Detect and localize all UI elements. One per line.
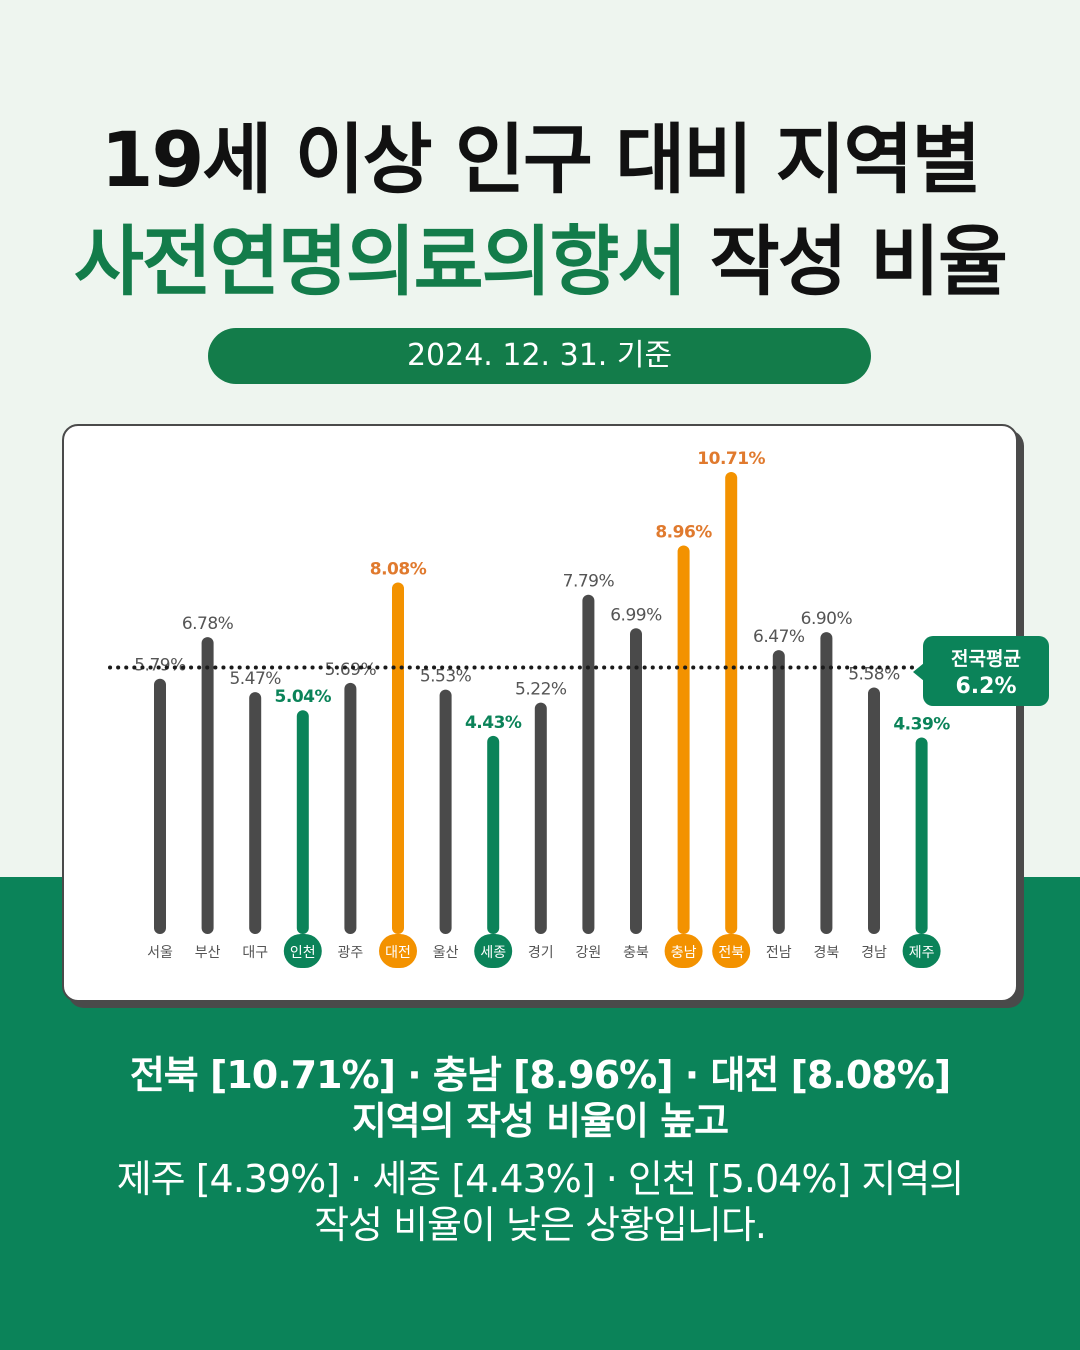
value-label-대구: 5.47% bbox=[229, 669, 281, 689]
value-label-서울: 5.79% bbox=[134, 656, 186, 676]
date-badge: 2024. 12. 31. 기준 bbox=[208, 328, 871, 384]
category-label-전남: 전남 bbox=[766, 945, 792, 961]
category-pill-인천 bbox=[283, 934, 322, 968]
value-label-충남: 8.96% bbox=[655, 523, 712, 543]
bar-chart: 5.79% 서울 6.78% 부산 5.47% 대구 5.04% 인천 5.69% 광주 8.08%… bbox=[108, 449, 951, 968]
summary-low-line1: 제주 [4.39%] · 세종 [4.43%] · 인천 [5.04%] 지역의 bbox=[116, 1157, 965, 1201]
value-label-제주: 4.39% bbox=[893, 715, 950, 735]
average-badge-value: 6.2% bbox=[955, 674, 1017, 699]
average-badge-pointer bbox=[913, 663, 924, 681]
title-rest: 작성 비율 bbox=[685, 217, 1008, 306]
value-label-부산: 6.78% bbox=[182, 614, 234, 634]
category-label-전북: 전북 bbox=[718, 945, 744, 961]
summary-high-line2: 지역의 작성 비율이 높고 bbox=[351, 1099, 729, 1143]
value-label-전북: 10.71% bbox=[697, 449, 765, 469]
category-label-광주: 광주 bbox=[338, 945, 364, 961]
category-label-울산: 울산 bbox=[433, 945, 459, 961]
category-label-대구: 대구 bbox=[242, 945, 268, 961]
value-label-강원: 7.79% bbox=[563, 572, 615, 592]
page-title-line1: 19세 이상 인구 대비 지역별 bbox=[100, 115, 982, 204]
value-label-광주: 5.69% bbox=[325, 660, 377, 680]
value-label-경남: 5.58% bbox=[848, 665, 900, 685]
category-label-경남: 경남 bbox=[861, 945, 887, 961]
category-pill-세종 bbox=[474, 934, 513, 968]
category-label-제주: 제주 bbox=[909, 945, 935, 961]
value-label-인천: 5.04% bbox=[275, 687, 332, 707]
value-label-대전: 8.08% bbox=[370, 560, 427, 580]
category-pill-대전 bbox=[379, 934, 417, 968]
value-label-전남: 6.47% bbox=[753, 627, 805, 647]
category-label-대전: 대전 bbox=[385, 945, 411, 961]
category-label-충남: 충남 bbox=[671, 945, 697, 961]
category-label-경북: 경북 bbox=[814, 945, 840, 961]
category-label-인천: 인천 bbox=[290, 945, 316, 961]
category-label-부산: 부산 bbox=[195, 945, 221, 961]
summary-high: 전북 [10.71%] · 충남 [8.96%] · 대전 [8.08%] 지역… bbox=[0, 1052, 1080, 1144]
value-label-경기: 5.22% bbox=[515, 680, 567, 700]
value-label-세종: 4.43% bbox=[465, 713, 522, 733]
category-label-경기: 경기 bbox=[528, 945, 554, 961]
title-highlight: 사전연명의료의향서 bbox=[74, 217, 687, 306]
value-label-울산: 5.53% bbox=[420, 667, 472, 687]
average-badge-label: 전국평균 bbox=[951, 648, 1021, 670]
page-title-line2: 사전연명의료의향서 작성 비율 bbox=[0, 200, 1080, 310]
category-label-서울: 서울 bbox=[147, 945, 173, 961]
value-label-충북: 6.99% bbox=[610, 605, 662, 625]
value-label-경북: 6.90% bbox=[801, 609, 853, 629]
national-average-badge: 전국평균 6.2% bbox=[923, 636, 1049, 706]
summary-low: 제주 [4.39%] · 세종 [4.43%] · 인천 [5.04%] 지역의… bbox=[0, 1156, 1080, 1248]
category-pill-제주 bbox=[902, 934, 941, 968]
summary-low-line2: 작성 비율이 낮은 상황입니다. bbox=[314, 1203, 767, 1247]
category-label-강원: 강원 bbox=[576, 945, 602, 961]
category-label-충북: 충북 bbox=[623, 945, 649, 961]
category-label-세종: 세종 bbox=[480, 945, 506, 961]
summary-high-line1: 전북 [10.71%] · 충남 [8.96%] · 대전 [8.08%] bbox=[129, 1053, 951, 1097]
category-pill-전북 bbox=[712, 934, 751, 968]
category-pill-충남 bbox=[664, 934, 703, 968]
